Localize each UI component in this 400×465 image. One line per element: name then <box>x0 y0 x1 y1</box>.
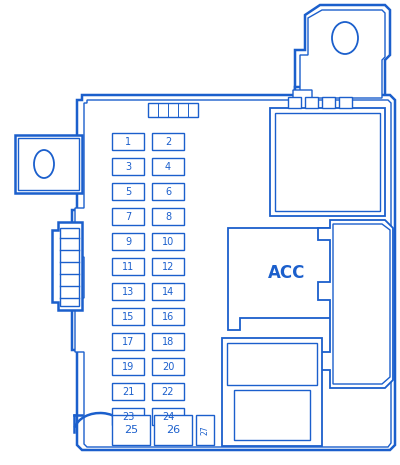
Text: 18: 18 <box>162 337 174 346</box>
Bar <box>18 138 79 190</box>
Text: 27: 27 <box>200 425 210 435</box>
Bar <box>112 258 144 275</box>
Text: 20: 20 <box>162 361 174 372</box>
Bar <box>112 208 144 225</box>
Bar <box>112 415 150 445</box>
Bar <box>339 97 352 108</box>
Text: 11: 11 <box>122 261 134 272</box>
Text: 25: 25 <box>124 425 138 435</box>
Polygon shape <box>300 10 385 98</box>
Polygon shape <box>228 228 336 330</box>
Text: 23: 23 <box>122 412 134 421</box>
Bar <box>112 233 144 250</box>
Text: 3: 3 <box>125 161 131 172</box>
Bar <box>152 333 184 350</box>
Bar <box>112 408 144 425</box>
Bar <box>112 383 144 400</box>
Bar <box>152 358 184 375</box>
Ellipse shape <box>332 22 358 54</box>
Bar <box>222 338 322 446</box>
Bar <box>148 103 198 117</box>
Bar <box>152 233 184 250</box>
Bar <box>112 133 144 150</box>
Bar <box>152 308 184 325</box>
Bar <box>288 97 301 108</box>
Bar <box>152 158 184 175</box>
Bar <box>322 97 335 108</box>
Bar <box>152 183 184 200</box>
Bar <box>196 415 214 445</box>
Text: 7: 7 <box>125 212 131 221</box>
Bar <box>152 133 184 150</box>
Polygon shape <box>318 220 393 388</box>
Polygon shape <box>295 5 390 100</box>
Bar <box>227 343 317 385</box>
Polygon shape <box>75 90 391 447</box>
Bar <box>112 333 144 350</box>
Bar <box>152 408 184 425</box>
Bar <box>60 228 79 306</box>
Bar <box>152 258 184 275</box>
Polygon shape <box>15 135 82 193</box>
Bar <box>275 113 380 211</box>
Text: 2: 2 <box>165 137 171 146</box>
Text: 5: 5 <box>125 186 131 197</box>
Text: 10: 10 <box>162 237 174 246</box>
Bar <box>112 283 144 300</box>
Text: 19: 19 <box>122 361 134 372</box>
Bar <box>112 358 144 375</box>
Text: 24: 24 <box>162 412 174 421</box>
Bar <box>112 308 144 325</box>
Text: 4: 4 <box>165 161 171 172</box>
Text: 13: 13 <box>122 286 134 297</box>
Ellipse shape <box>34 150 54 178</box>
Text: 22: 22 <box>162 386 174 397</box>
Bar <box>112 158 144 175</box>
Bar <box>152 208 184 225</box>
Text: ACC: ACC <box>268 264 306 282</box>
Bar <box>234 390 310 440</box>
Bar <box>270 108 385 216</box>
Text: 26: 26 <box>166 425 180 435</box>
Text: 21: 21 <box>122 386 134 397</box>
Text: 12: 12 <box>162 261 174 272</box>
Text: 9: 9 <box>125 237 131 246</box>
Polygon shape <box>52 222 82 310</box>
Text: 15: 15 <box>122 312 134 321</box>
Bar <box>152 383 184 400</box>
Bar <box>305 97 318 108</box>
Text: 16: 16 <box>162 312 174 321</box>
Text: 14: 14 <box>162 286 174 297</box>
Polygon shape <box>72 87 395 450</box>
Bar <box>152 283 184 300</box>
Bar <box>112 183 144 200</box>
Text: 8: 8 <box>165 212 171 221</box>
Text: 17: 17 <box>122 337 134 346</box>
Bar <box>154 415 192 445</box>
Text: 1: 1 <box>125 137 131 146</box>
Text: 6: 6 <box>165 186 171 197</box>
Polygon shape <box>333 224 390 384</box>
